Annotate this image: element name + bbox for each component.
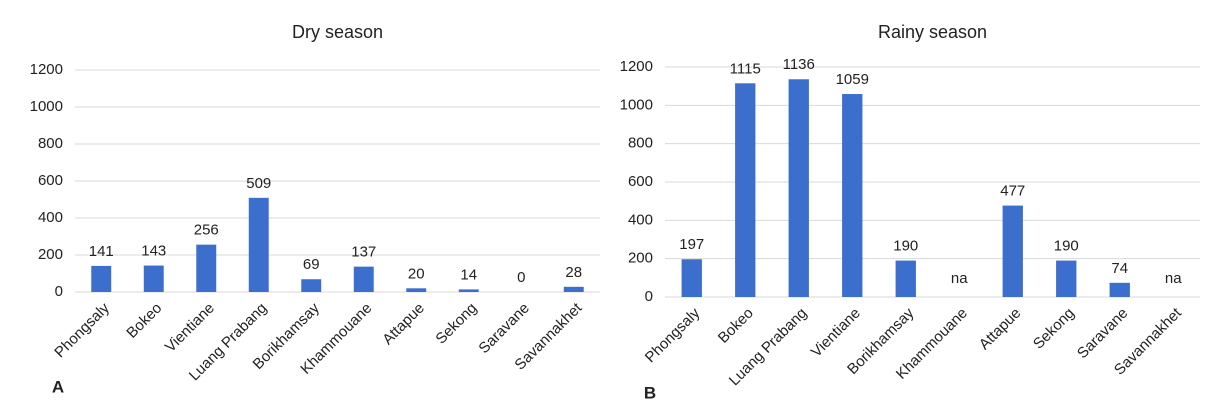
bar <box>91 265 112 292</box>
y-tick-label: 200 <box>628 250 653 267</box>
data-label: 137 <box>351 244 376 261</box>
data-label: 197 <box>679 236 704 253</box>
x-tick-label: Sekong <box>432 300 480 348</box>
bar <box>1056 260 1077 297</box>
bar <box>248 197 269 292</box>
data-label: 0 <box>517 269 525 286</box>
panel-label: A <box>52 377 64 396</box>
x-tick-label: Phongsaly <box>642 304 704 366</box>
bar <box>735 83 756 298</box>
bar <box>563 286 584 292</box>
bar <box>895 260 916 297</box>
data-label: 477 <box>1000 183 1025 200</box>
y-tick-label: 0 <box>55 283 63 300</box>
bar <box>788 79 809 298</box>
chart-title: Rainy season <box>878 22 987 42</box>
y-tick-label: 800 <box>628 135 653 152</box>
data-label: na <box>1165 270 1182 287</box>
data-label: 141 <box>89 243 114 260</box>
data-label: 190 <box>1054 238 1079 255</box>
x-tick-label: Bokeo <box>715 305 757 347</box>
y-tick-label: 0 <box>645 288 653 305</box>
data-label: 1059 <box>836 71 869 88</box>
x-tick-label: Attapue <box>976 305 1025 354</box>
bar <box>1109 282 1130 297</box>
bar <box>143 265 164 292</box>
chart-title: Dry season <box>292 22 383 42</box>
bar <box>1002 205 1023 297</box>
data-label: 509 <box>246 175 271 192</box>
y-tick-label: 1200 <box>620 58 653 75</box>
x-tick-label: Sekong <box>1030 305 1078 353</box>
data-label: 74 <box>1111 260 1128 277</box>
data-label: 1136 <box>783 56 815 73</box>
data-label: 1115 <box>730 60 761 77</box>
bar <box>353 266 374 292</box>
y-tick-label: 1200 <box>30 61 63 78</box>
data-label: 28 <box>565 264 582 281</box>
x-tick-label: Vientiane <box>808 305 864 361</box>
data-label: na <box>951 270 968 287</box>
y-tick-label: 1000 <box>30 98 63 115</box>
y-tick-label: 400 <box>628 211 653 228</box>
y-tick-label: 800 <box>38 135 63 152</box>
y-tick-label: 400 <box>38 209 63 226</box>
panel-label: B <box>644 383 656 402</box>
bar <box>406 288 427 292</box>
bar <box>842 94 863 298</box>
bar <box>458 289 479 292</box>
y-tick-label: 200 <box>38 246 63 263</box>
data-label: 20 <box>408 265 425 282</box>
data-label: 69 <box>303 256 320 273</box>
y-tick-label: 600 <box>38 172 63 189</box>
bar <box>301 279 322 292</box>
data-label: 256 <box>194 222 219 239</box>
data-label: 143 <box>141 243 166 260</box>
bar <box>681 259 702 297</box>
y-tick-label: 1000 <box>620 96 653 113</box>
x-tick-label: Attapue <box>379 300 428 349</box>
x-tick-label: Bokeo <box>123 300 165 342</box>
x-tick-label: Phongsaly <box>51 299 113 361</box>
data-label: 190 <box>893 238 918 255</box>
bar <box>196 244 217 292</box>
data-label: 14 <box>460 266 477 283</box>
y-tick-label: 600 <box>628 173 653 190</box>
